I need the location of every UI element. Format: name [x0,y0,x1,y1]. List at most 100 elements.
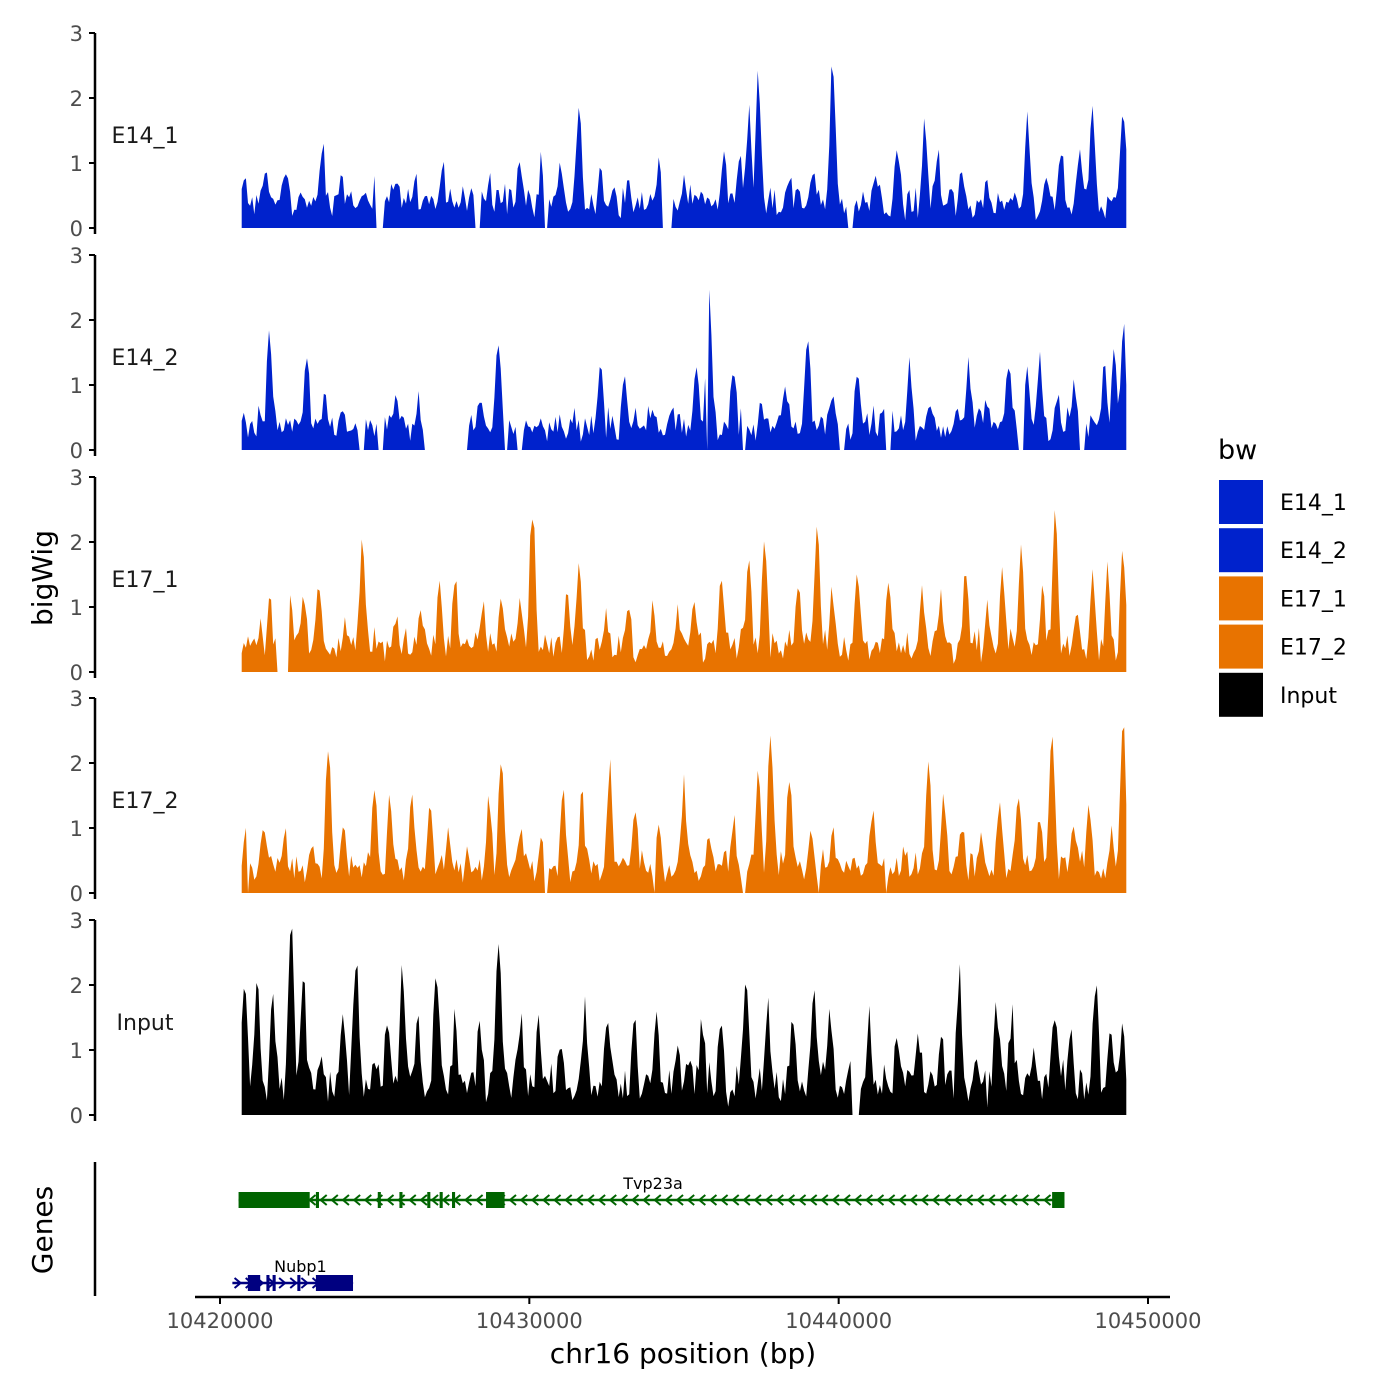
strand-chevron [1042,1194,1052,1206]
y-tick-label: 0 [70,217,83,241]
strand-chevron [720,1194,729,1206]
strand-chevron [341,1194,350,1206]
strand-chevron [630,1194,640,1206]
strand-chevron [608,1194,617,1206]
y-tick-label: 0 [70,439,83,463]
legend-swatch [1219,576,1263,621]
gene-nubp1: Nubp1 [232,1257,354,1291]
track-e17-2: 0 1 2 3 E17_2 [70,687,1127,906]
y-tick-label: 1 [70,817,83,841]
strand-chevron [875,1194,885,1206]
x-tick-label: 10440000 [785,1309,892,1333]
strand-chevron [797,1194,807,1206]
strand-chevron [575,1194,584,1206]
strand-chevron [842,1194,851,1206]
y-tick-label: 2 [70,974,83,998]
strand-chevron [475,1194,484,1206]
strand-chevron [686,1194,695,1206]
strand-chevron [786,1194,796,1206]
strand-chevron [998,1194,1007,1206]
strand-chevron [233,1277,243,1289]
track-label: E17_2 [112,789,179,814]
legend-swatch [1219,672,1263,717]
y-tick-label: 2 [70,752,83,776]
strand-chevron [319,1194,328,1206]
exon [486,1192,505,1208]
strand-chevron [887,1194,896,1206]
strand-chevron [853,1194,862,1206]
strand-chevron [586,1194,595,1206]
strand-chevron [864,1194,874,1206]
exon [315,1192,319,1208]
legend-title: bw [1218,435,1257,466]
strand-chevron [1009,1194,1018,1206]
strand-chevron [385,1194,395,1206]
strand-chevron [697,1194,706,1206]
y-tick-label: 1 [70,596,83,620]
y-tick-label: 0 [70,1104,83,1128]
y-tick-label: 3 [70,22,83,46]
track-input: 0 1 2 3 Input [70,909,1127,1128]
strand-chevron [742,1194,751,1206]
strand-chevron [753,1194,762,1206]
strand-chevron [419,1194,428,1206]
legend-label: E17_2 [1280,636,1347,661]
track-e17-1: 0 1 2 3 E17_1 [70,466,1127,685]
strand-chevron [564,1194,573,1206]
strand-chevron [653,1194,662,1206]
exon [452,1192,456,1208]
strand-chevron [397,1194,406,1206]
legend-swatch [1219,624,1263,669]
strand-chevron [898,1194,907,1206]
strand-chevron [619,1194,629,1206]
track-label: E14_1 [112,124,179,149]
coverage-area [241,510,1127,672]
exon [247,1275,261,1291]
x-tick-label: 10420000 [167,1309,274,1333]
strand-chevron [731,1194,740,1206]
strand-chevron [953,1194,963,1206]
track-label: E17_1 [112,568,179,593]
strand-chevron [597,1194,606,1206]
strand-chevron [820,1194,829,1206]
x-axis-title: chr16 position (bp) [550,1337,816,1370]
x-tick-label: 10450000 [1095,1309,1202,1333]
strand-chevron [965,1194,974,1206]
y-tick-label: 0 [70,882,83,906]
strand-chevron [441,1194,450,1206]
gene-label: Nubp1 [274,1257,327,1276]
y-tick-label: 3 [70,909,83,933]
exon [266,1275,270,1291]
exon [377,1192,381,1208]
y-axis-title: bigWig [26,530,59,626]
legend-swatch [1219,528,1263,573]
strand-chevron [987,1194,996,1206]
y-tick-label: 3 [70,687,83,711]
genes-track: Tvp23a Nubp1 [93,1162,1065,1296]
track-label: Input [117,1011,174,1036]
legend: bw E14_1 E14_2 E17_1 E17_2 Input [1218,435,1347,717]
strand-chevron [508,1194,517,1206]
legend-label: E14_1 [1280,491,1347,516]
legend-label: E14_2 [1280,539,1347,564]
coverage-area [241,928,1127,1115]
track-e14-1: 0 1 2 3 E14_1 [70,22,1127,241]
strand-chevron [463,1194,473,1206]
strand-chevron [1031,1194,1041,1206]
strand-chevron [289,1277,298,1289]
strand-chevron [1020,1194,1029,1206]
coverage-area [241,289,1127,450]
exon [297,1275,301,1291]
strand-chevron [519,1194,528,1206]
strand-chevron [664,1194,673,1206]
exon [399,1192,403,1208]
y-tick-label: 1 [70,1039,83,1063]
strand-chevron [942,1194,951,1206]
exon [439,1192,443,1208]
strand-chevron [278,1277,287,1289]
legend-label: Input [1280,684,1337,709]
strand-chevron [675,1194,684,1206]
x-tick-label: 10430000 [476,1309,583,1333]
strand-chevron [352,1194,361,1206]
